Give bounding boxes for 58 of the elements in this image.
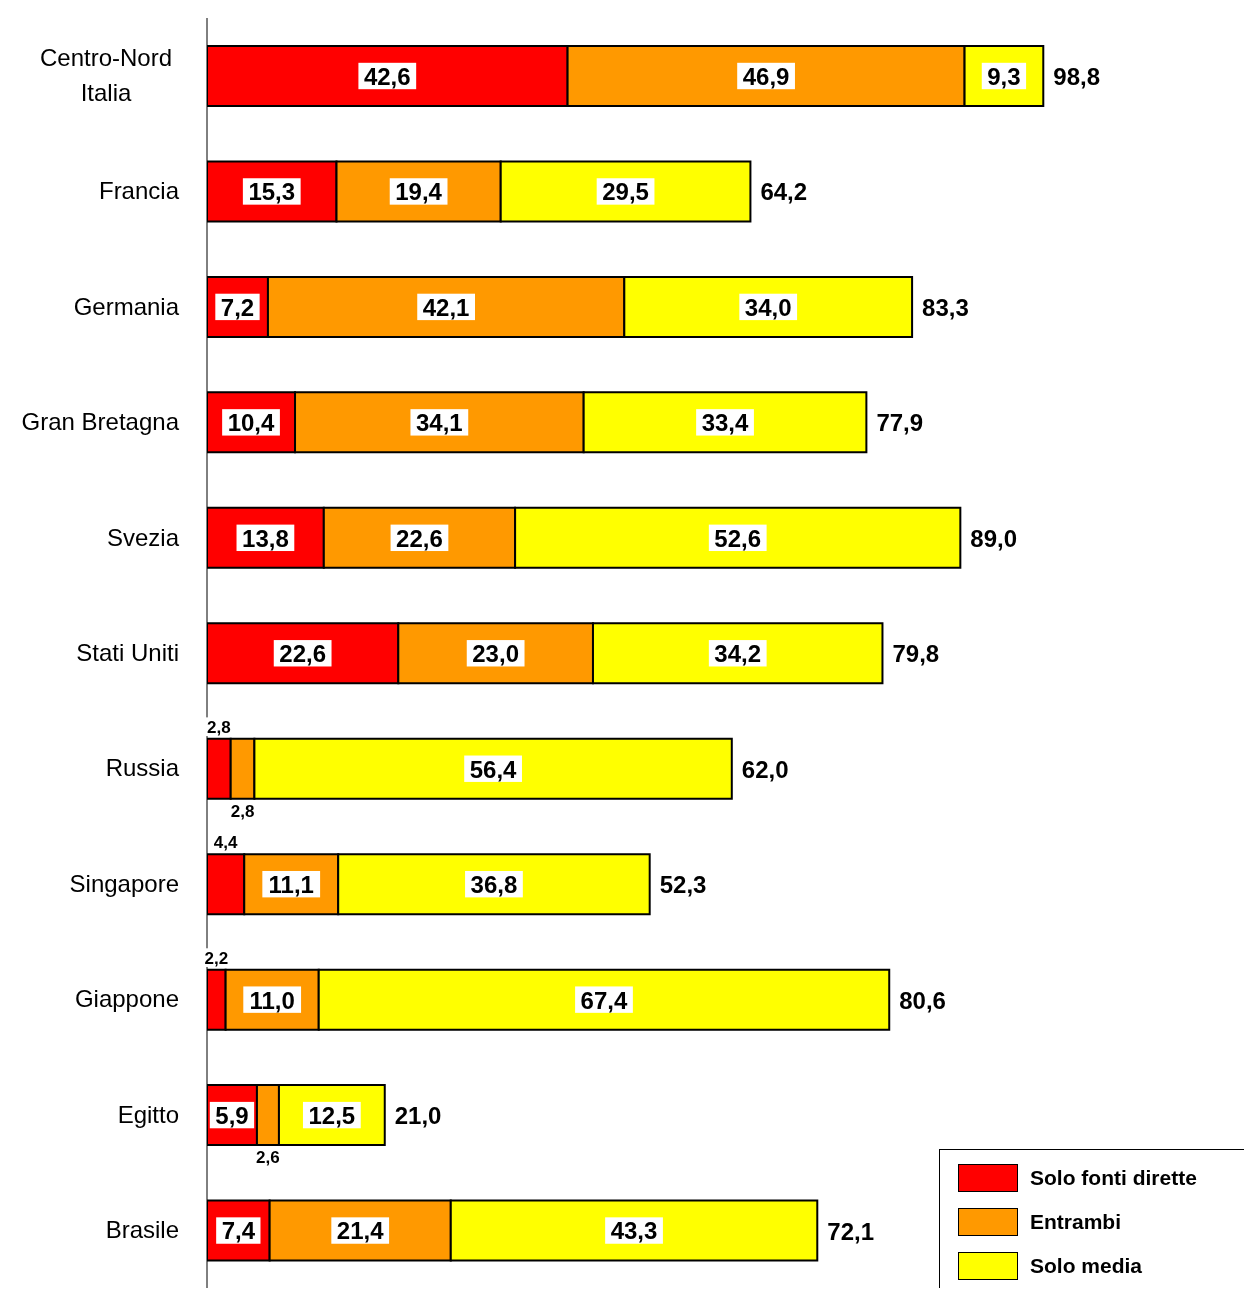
data-label: 7,2 (220, 293, 255, 321)
total-label: 79,8 (892, 640, 940, 668)
total-label: 80,6 (899, 986, 946, 1014)
y-tick-label: Germania (73, 292, 180, 320)
total-label: 89,0 (970, 524, 1018, 552)
data-label: 34,1 (415, 409, 463, 437)
total-label: 62,0 (741, 755, 789, 783)
total-label: 98,8 (1053, 63, 1101, 90)
y-tick-label: Centro-Nord Italia (39, 43, 173, 106)
total-label: 21,0 (394, 1102, 442, 1130)
data-label: 34,0 (744, 293, 792, 321)
data-label: 5,9 (215, 1101, 249, 1129)
y-tick-label: Brasile (105, 1216, 179, 1244)
data-label: 10,4 (227, 409, 276, 437)
data-label: 22,6 (279, 640, 327, 668)
total-label: 83,3 (922, 293, 969, 321)
data-label: 12,5 (308, 1101, 356, 1129)
total-label: 72,1 (827, 1217, 875, 1245)
y-tick-label: Giappone (74, 985, 179, 1013)
y-tick-label: Francia (98, 177, 180, 205)
data-label: 36,8 (470, 871, 518, 899)
data-label: 22,6 (396, 524, 443, 552)
data-label: 15,3 (248, 178, 296, 206)
data-label: 7,4 (221, 1217, 256, 1245)
data-label: 19,4 (395, 178, 443, 206)
data-label: 46,9 (742, 62, 790, 90)
total-label: 77,9 (876, 409, 924, 437)
data-label: 34,2 (714, 640, 762, 668)
y-tick-label: Egitto (117, 1100, 179, 1128)
data-label: 9,3 (987, 62, 1021, 90)
data-label: 23,0 (472, 640, 519, 668)
data-label: 33,4 (701, 409, 750, 437)
y-tick-label: Stati Uniti (76, 639, 179, 666)
data-label: 52,6 (714, 524, 762, 552)
data-label: 4,4 (213, 833, 238, 853)
legend-label: Solo media (1030, 1254, 1143, 1278)
data-label: 11,0 (249, 986, 295, 1014)
y-tick-label: Svezia (106, 523, 180, 551)
data-label: 11,1 (268, 871, 314, 899)
y-tick-label: Russia (105, 754, 180, 782)
data-label: 2,8 (230, 802, 255, 822)
y-tick-label: Singapore (69, 869, 179, 897)
total-label: 64,2 (760, 178, 808, 206)
data-label: 2,6 (256, 1148, 280, 1168)
data-label: 43,3 (610, 1217, 658, 1245)
data-label: 13,8 (242, 524, 289, 552)
data-label: 29,5 (602, 178, 649, 206)
legend-label: Entrambi (1030, 1210, 1122, 1234)
data-label: 67,4 (580, 986, 628, 1014)
data-label: 2,2 (204, 948, 229, 968)
data-label: 2,8 (207, 718, 231, 738)
total-label: 52,3 (659, 871, 707, 899)
legend-label: Solo fonti dirette (1030, 1166, 1197, 1190)
y-tick-label: Gran Bretagna (21, 408, 180, 436)
data-label: 56,4 (469, 755, 518, 783)
data-label: 42,6 (363, 62, 411, 90)
data-label: 21,4 (336, 1217, 385, 1245)
data-label: 42,1 (422, 293, 470, 321)
